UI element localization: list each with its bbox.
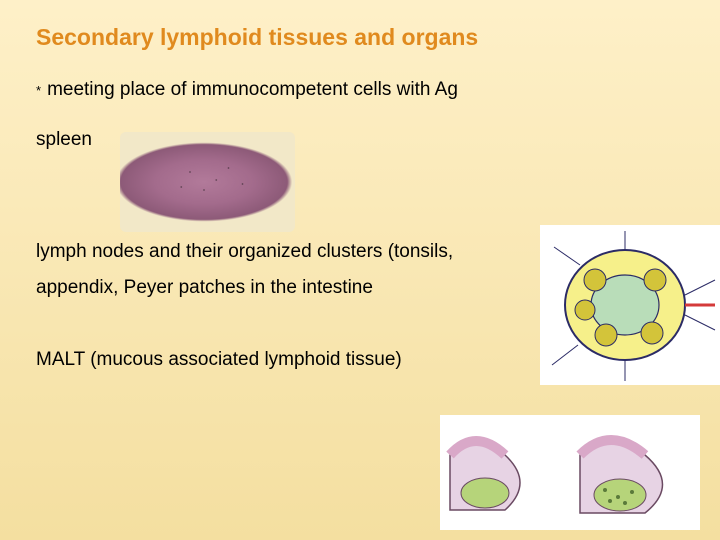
slide-title: Secondary lymphoid tissues and organs xyxy=(36,24,684,51)
bullet-row: * meeting place of immunocompetent cells… xyxy=(36,79,684,101)
spleen-diagram xyxy=(120,132,295,232)
lymph-node-diagram xyxy=(540,225,720,385)
slide: Secondary lymphoid tissues and organs * … xyxy=(0,0,720,540)
bullet-marker: * xyxy=(36,84,41,97)
bullet-text: meeting place of immunocompetent cells w… xyxy=(47,79,458,101)
malt-diagram xyxy=(440,415,700,530)
